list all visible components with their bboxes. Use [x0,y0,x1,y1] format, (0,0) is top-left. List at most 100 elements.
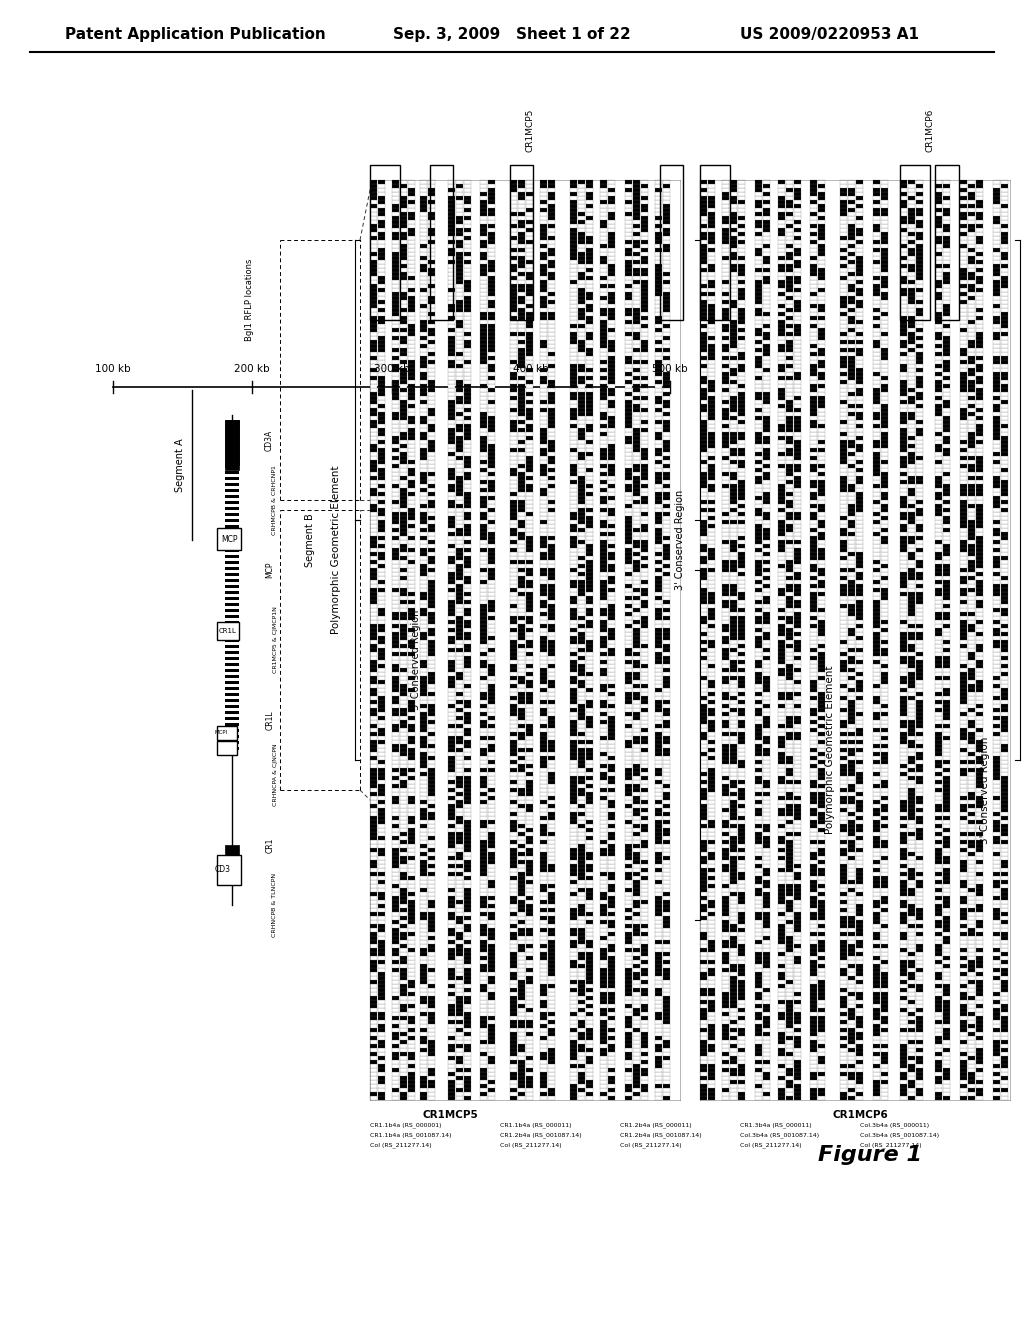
Bar [449,948,455,952]
Bar [730,480,737,484]
Bar [392,1064,399,1068]
Bar [794,268,801,272]
Bar [488,304,495,308]
Bar [608,780,615,784]
Bar [708,857,715,861]
Bar [722,1084,729,1088]
Bar [456,473,463,477]
Bar [722,1052,729,1056]
Bar [755,581,762,583]
Bar [916,420,923,424]
Bar [600,1001,607,1005]
Bar [730,240,737,244]
Bar [763,704,770,708]
Bar [518,589,525,591]
Bar [518,845,525,847]
Bar [578,760,585,764]
Bar [856,296,863,300]
Bar [968,408,975,412]
Bar [625,400,632,404]
Bar [633,717,640,719]
Bar [480,692,487,696]
Bar [976,1024,983,1028]
Bar [700,652,707,656]
Bar [510,248,517,252]
Bar [900,721,907,723]
Bar [873,508,880,512]
Bar [993,876,1000,880]
Bar [810,556,817,560]
Bar [548,276,555,280]
Bar [548,368,555,372]
Bar [625,572,632,576]
Bar [968,213,975,216]
Bar [600,205,607,209]
Bar [633,1072,640,1076]
Bar [370,216,377,220]
Bar [856,581,863,583]
Bar [600,820,607,824]
Bar [540,524,547,528]
Bar [456,508,463,512]
Bar [993,873,1000,876]
Bar [608,589,615,591]
Bar [873,756,880,760]
Bar [548,772,555,776]
Bar [794,593,801,597]
Bar [818,880,825,884]
Bar [370,904,377,908]
Bar [968,313,975,315]
Bar [600,808,607,812]
Bar [225,558,239,561]
Bar [586,544,593,548]
Bar [570,668,577,672]
Bar [881,449,888,451]
Bar [548,640,555,644]
Bar [641,276,648,280]
Bar [730,981,737,983]
Bar [881,589,888,591]
Bar [548,616,555,620]
Bar [408,568,415,572]
Bar [641,940,648,944]
Bar [392,997,399,1001]
Bar [763,597,770,601]
Bar [856,512,863,516]
Bar [663,416,670,420]
Bar [510,181,517,183]
Bar [641,857,648,861]
Bar [968,985,975,987]
Bar [586,597,593,601]
Bar [908,416,915,420]
Bar [786,484,793,488]
Bar [848,676,855,680]
Bar [586,816,593,820]
Bar [840,680,847,684]
Bar [700,729,707,733]
Bar [449,609,455,612]
Bar [488,432,495,436]
Bar [961,424,967,428]
Bar [488,236,495,240]
Bar [518,956,525,960]
Bar [378,768,385,772]
Bar [916,752,923,756]
Bar [586,1008,593,1012]
Bar [935,892,942,896]
Bar [900,808,907,812]
Bar [586,1005,593,1008]
Bar [586,1040,593,1044]
Bar [778,304,785,308]
Bar [908,812,915,816]
Bar [518,236,525,240]
Bar [586,408,593,412]
Bar [570,784,577,788]
Bar [786,628,793,632]
Bar [730,849,737,851]
Bar [722,593,729,597]
Bar [428,892,435,896]
Bar [663,1020,670,1024]
Bar [943,660,950,664]
Bar [881,325,888,327]
Bar [961,973,967,975]
